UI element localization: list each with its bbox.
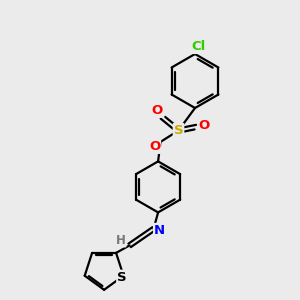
Text: O: O (149, 140, 160, 153)
Text: Cl: Cl (191, 40, 206, 53)
Text: S: S (117, 271, 127, 284)
Text: S: S (174, 124, 183, 137)
Text: O: O (198, 119, 210, 132)
Text: H: H (116, 233, 125, 247)
Text: N: N (154, 224, 165, 237)
Text: O: O (152, 104, 163, 117)
